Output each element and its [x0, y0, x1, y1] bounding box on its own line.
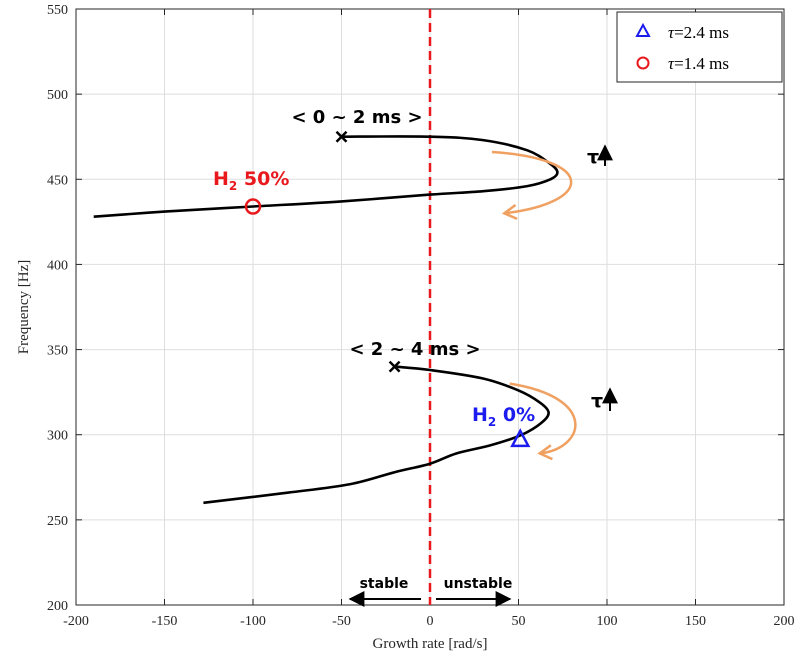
- x-axis-label: Growth rate [rad/s]: [373, 636, 488, 652]
- label-2-4ms: < 2 ~ 4 ms >: [349, 339, 480, 360]
- x-tick-label: -100: [240, 614, 266, 629]
- legend-box: [616, 11, 783, 83]
- y-tick-label: 350: [47, 344, 68, 359]
- cross-marker-0: [335, 130, 348, 143]
- axis-ticks: -200 -150 -100 -50 0 50 100 150 200 200 250 300 350 4…: [47, 3, 795, 629]
- unstable-label: unstable: [444, 576, 513, 592]
- tau-curved-arrow-bottom-head: [537, 444, 553, 461]
- series-line-0: [93, 135, 559, 218]
- y-tick-label: 200: [47, 599, 68, 614]
- tau-label-top: τ: [587, 146, 599, 168]
- label-0-2ms: < 0 ~ 2 ms >: [291, 107, 422, 128]
- series: [93, 135, 559, 505]
- y-tick-label: 400: [47, 258, 68, 273]
- y-tick-label: 300: [47, 429, 68, 444]
- h2-0-label: H2 0%: [472, 404, 535, 429]
- markers: [244, 130, 531, 448]
- tau-label-bottom: τ: [591, 390, 603, 412]
- y-tick-label: 450: [47, 173, 68, 188]
- legend-entry-tau-1-4: τ=1.4 ms: [668, 54, 729, 73]
- y-axis-label: Frequency [Hz]: [16, 260, 32, 355]
- x-tick-label: -50: [332, 614, 351, 629]
- annotations: < 0 ~ 2 ms > < 2 ~ 4 ms > H2 50% H2 0% τ…: [213, 107, 618, 607]
- circle-marker: [244, 198, 262, 215]
- tau-arrows: [491, 150, 577, 461]
- x-tick-label: 50: [512, 614, 526, 629]
- x-tick-label: 150: [685, 614, 706, 629]
- x-tick-label: 0: [427, 614, 434, 629]
- tau-curved-arrow-top-head: [501, 203, 518, 221]
- y-tick-label: 500: [47, 88, 68, 103]
- y-tick-label: 550: [47, 3, 68, 18]
- stable-label: stable: [360, 576, 409, 592]
- tau-curved-arrow-bottom: [509, 382, 577, 455]
- legend-triangle-marker: [635, 22, 651, 37]
- y-tick-label: 250: [47, 514, 68, 529]
- cross-marker-1: [388, 360, 401, 373]
- legend: τ=2.4 ms τ=1.4 ms: [616, 11, 783, 83]
- x-tick-label: 200: [774, 614, 795, 629]
- triangle-marker: [510, 428, 531, 448]
- x-tick-label: 100: [597, 614, 618, 629]
- legend-entry-tau-2-4: τ=2.4 ms: [668, 23, 729, 42]
- h2-50-label: H2 50%: [213, 168, 289, 193]
- legend-circle-marker: [636, 56, 650, 70]
- tau-curved-arrow-top: [491, 150, 573, 215]
- x-tick-label: -150: [152, 614, 178, 629]
- x-tick-label: -200: [63, 614, 89, 629]
